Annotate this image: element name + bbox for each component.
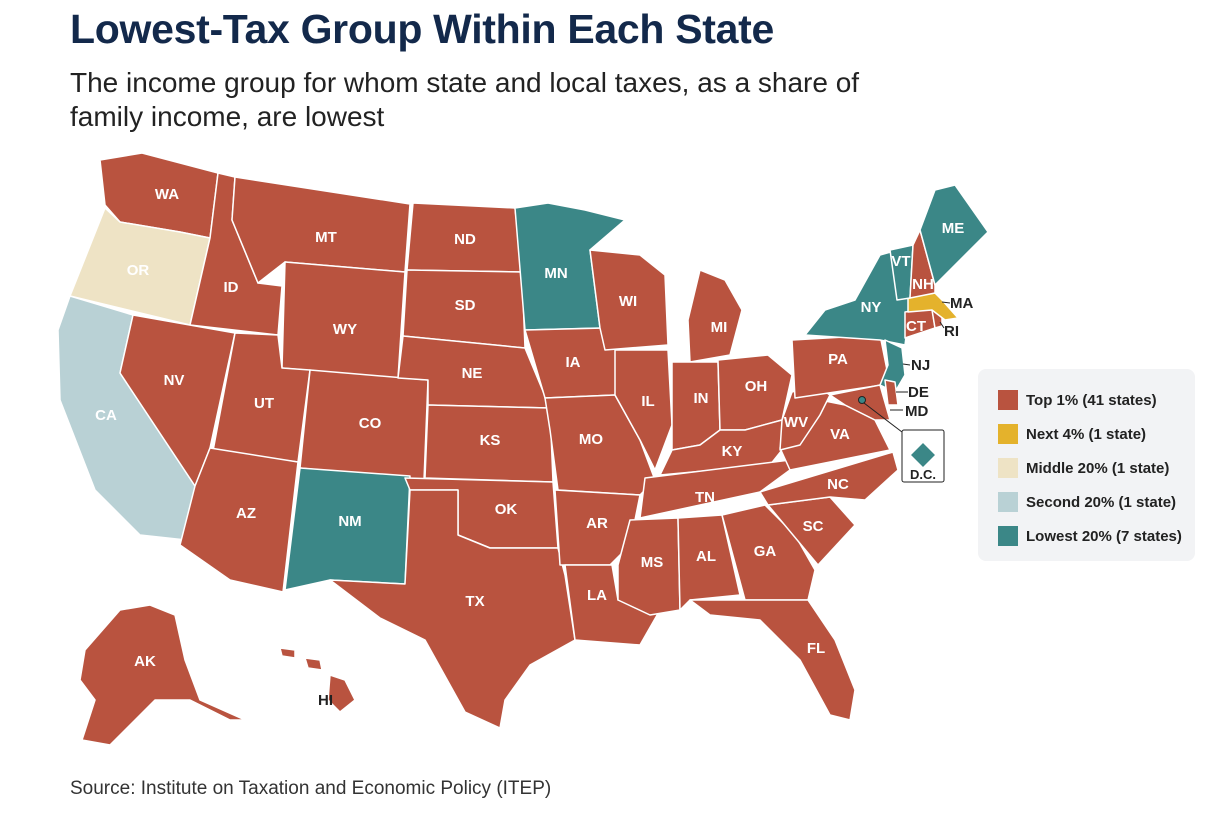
state-WY[interactable] — [281, 261, 406, 379]
state-label-NJ: NJ — [911, 357, 930, 374]
state-label-IN: IN — [694, 390, 709, 407]
source-note: Source: Institute on Taxation and Econom… — [70, 778, 552, 799]
state-label-PA: PA — [828, 351, 848, 368]
state-label-NM: NM — [338, 513, 361, 530]
state-label-WI: WI — [619, 293, 637, 310]
legend-label: Second 20% (1 state) — [1026, 493, 1177, 511]
state-label-NV: NV — [164, 372, 185, 389]
ma-callout-line — [941, 301, 951, 304]
state-label-CA: CA — [95, 407, 117, 424]
state-NH[interactable] — [909, 229, 936, 299]
state-HI[interactable] — [279, 647, 356, 713]
state-label-TN: TN — [695, 489, 715, 506]
legend-item: Middle 20% (1 state) — [998, 451, 1195, 485]
legend-swatch — [998, 424, 1018, 444]
state-DE[interactable] — [884, 379, 899, 406]
state-label-AZ: AZ — [236, 505, 256, 522]
state-label-TX: TX — [465, 593, 484, 610]
legend-item: Second 20% (1 state) — [998, 485, 1195, 519]
ri-callout-line — [939, 321, 945, 329]
state-label-KS: KS — [480, 432, 501, 449]
state-label-WA: WA — [155, 186, 179, 203]
state-label-OH: OH — [745, 378, 768, 395]
state-WI[interactable] — [589, 249, 669, 351]
legend: Top 1% (41 states) Next 4% (1 state) Mid… — [978, 369, 1195, 561]
state-label-MT: MT — [315, 229, 337, 246]
state-label-MI: MI — [711, 319, 728, 336]
nj-callout-line — [902, 363, 911, 366]
state-label-AL: AL — [696, 548, 716, 565]
state-DC[interactable] — [909, 441, 937, 469]
page-title: Lowest-Tax Group Within Each State — [70, 6, 774, 52]
state-ME[interactable] — [919, 184, 989, 286]
state-label-NE: NE — [462, 365, 483, 382]
state-label-SD: SD — [455, 297, 476, 314]
legend-swatch — [998, 492, 1018, 512]
state-label-ND: ND — [454, 231, 476, 248]
state-label-RI: RI — [944, 323, 959, 340]
state-label-AK: AK — [134, 653, 156, 670]
state-label-ID: ID — [224, 279, 239, 296]
state-label-KY: KY — [722, 443, 743, 460]
legend-label: Next 4% (1 state) — [1026, 425, 1147, 443]
legend-item: Top 1% (41 states) — [998, 383, 1195, 417]
state-FL[interactable] — [689, 599, 856, 721]
state-label-AR: AR — [586, 515, 608, 532]
legend-label: Top 1% (41 states) — [1026, 391, 1157, 409]
state-AK[interactable] — [79, 604, 246, 746]
state-label-UT: UT — [254, 395, 274, 412]
state-TX[interactable] — [329, 489, 576, 729]
state-label-MN: MN — [544, 265, 567, 282]
state-label-ME: ME — [942, 220, 965, 237]
state-label-LA: LA — [587, 587, 607, 604]
legend-swatch — [998, 526, 1018, 546]
legend-item: Lowest 20% (7 states) — [998, 519, 1195, 553]
state-label-OR: OR — [127, 262, 150, 279]
dc-marker — [858, 396, 866, 404]
legend-swatch — [998, 458, 1018, 478]
state-label-MS: MS — [641, 554, 664, 571]
state-label-IA: IA — [566, 354, 581, 371]
legend-swatch — [998, 390, 1018, 410]
state-label-NH: NH — [912, 276, 934, 293]
state-label-VA: VA — [830, 426, 850, 443]
state-label-DE: DE — [908, 384, 929, 401]
state-NC[interactable] — [759, 451, 899, 506]
legend-label: Middle 20% (1 state) — [1026, 459, 1170, 477]
state-label-MO: MO — [579, 431, 603, 448]
state-label-WV: WV — [784, 414, 808, 431]
state-label-FL: FL — [807, 640, 825, 657]
state-label-WY: WY — [333, 321, 357, 338]
state-label-SC: SC — [803, 518, 824, 535]
page-subtitle: The income group for whom state and loca… — [70, 67, 860, 132]
state-AL[interactable] — [677, 514, 741, 611]
state-label-CT: CT — [906, 318, 926, 335]
state-label-HI: HI — [318, 692, 333, 709]
state-label-IL: IL — [641, 393, 654, 410]
dc-callout-line — [863, 402, 903, 433]
state-labels: WA OR CA ID NV MT WY UT AZ CO NM ND SD NE KS OK TX MN IA MO… — [95, 186, 973, 709]
state-label-OK: OK — [495, 501, 518, 518]
state-label-DC: D.C. — [910, 467, 936, 482]
state-label-MD: MD — [905, 403, 928, 420]
state-label-GA: GA — [754, 543, 777, 560]
state-label-NC: NC — [827, 476, 849, 493]
state-MA[interactable] — [907, 292, 959, 321]
state-label-MA: MA — [950, 295, 973, 312]
state-AZ[interactable] — [179, 447, 299, 593]
state-IL[interactable] — [614, 349, 673, 471]
legend-item: Next 4% (1 state) — [998, 417, 1195, 451]
state-label-CO: CO — [359, 415, 382, 432]
state-TN[interactable] — [639, 459, 791, 519]
state-label-VT: VT — [891, 253, 910, 270]
legend-label: Lowest 20% (7 states) — [1026, 527, 1182, 545]
state-MI[interactable] — [687, 269, 743, 363]
state-label-NY: NY — [861, 299, 882, 316]
